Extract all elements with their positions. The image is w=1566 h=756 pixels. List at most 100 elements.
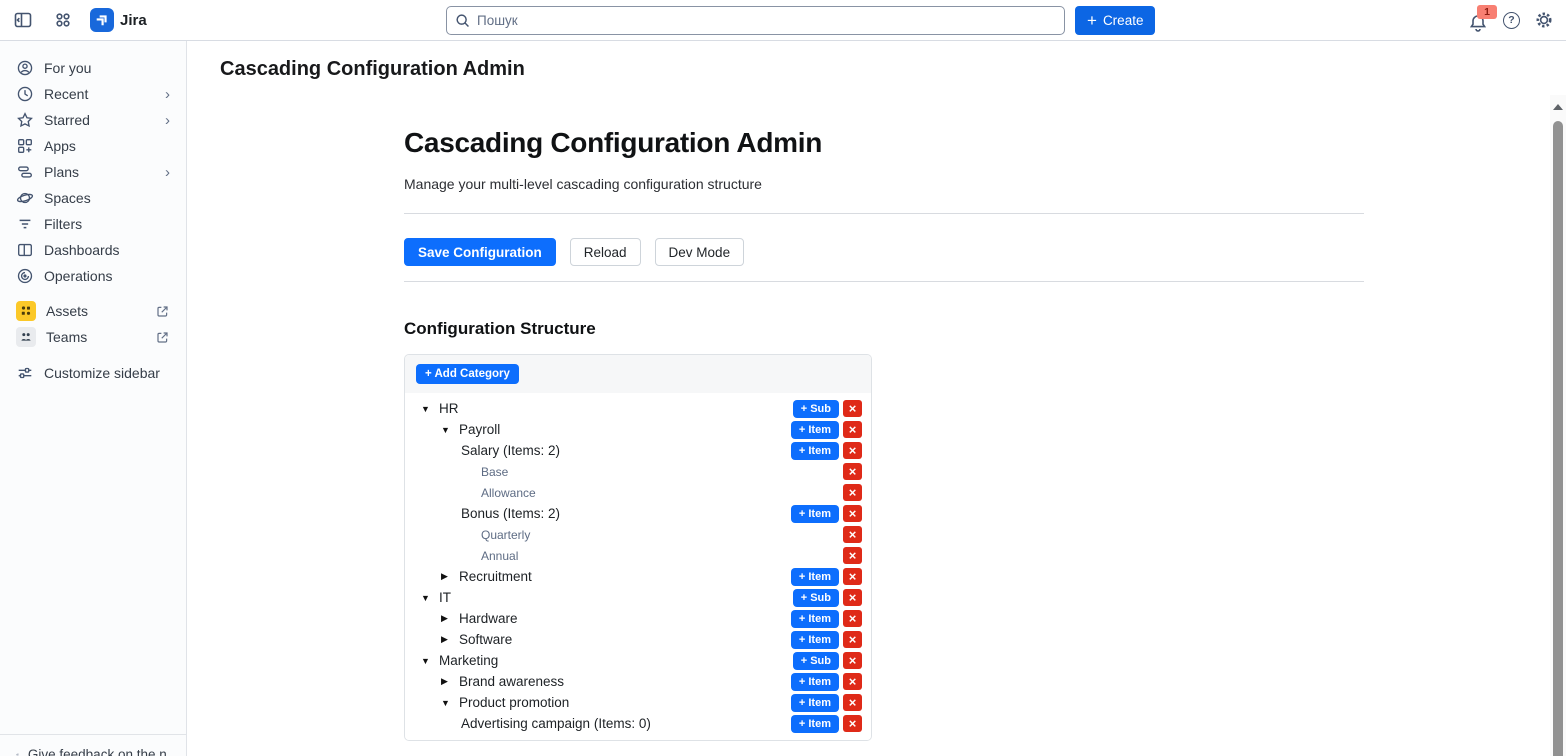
give-feedback-button[interactable]: Give feedback on the n...: [0, 734, 186, 756]
tree-node-label: Recruitment: [459, 569, 532, 584]
main-content: Cascading Configuration Admin Cascading …: [187, 41, 1566, 756]
chevron-right-icon: ›: [165, 85, 170, 103]
delete-button[interactable]: ×: [843, 421, 862, 438]
close-icon: ×: [848, 695, 857, 710]
tree-node-label: IT: [439, 590, 451, 605]
tree-panel-header: + Add Category: [405, 355, 871, 393]
megaphone-icon: [16, 753, 19, 756]
sidebar-item-starred[interactable]: Starred ›: [8, 107, 178, 133]
chevron-right-icon: ›: [165, 111, 170, 129]
expand-arrow-icon[interactable]: ▶: [441, 676, 448, 686]
collapse-arrow-icon[interactable]: ▼: [421, 592, 430, 603]
scrollbar-thumb[interactable]: [1553, 121, 1563, 756]
top-navigation-bar: Jira + Create 1 ?: [0, 0, 1566, 41]
vertical-scrollbar[interactable]: [1550, 95, 1566, 756]
add-item-button[interactable]: + Item: [790, 567, 839, 586]
save-configuration-button[interactable]: Save Configuration: [404, 238, 556, 266]
delete-button[interactable]: ×: [843, 715, 862, 732]
delete-button[interactable]: ×: [843, 610, 862, 627]
row-actions: + Item ×: [790, 567, 862, 586]
notification-count-badge: 1: [1477, 5, 1497, 19]
collapse-arrow-icon[interactable]: ▼: [421, 403, 430, 414]
app-switcher-icon: [56, 13, 70, 27]
notifications-button[interactable]: 1: [1468, 5, 1497, 32]
collapse-arrow-icon[interactable]: ▼: [441, 697, 450, 708]
sidebar-item-assets[interactable]: Assets: [8, 298, 178, 324]
row-actions: + Item ×: [790, 441, 862, 460]
row-actions: + Sub ×: [792, 588, 862, 607]
help-button[interactable]: ?: [1503, 11, 1520, 29]
search-input[interactable]: [446, 6, 1065, 35]
configuration-tree-panel: + Add Category ▼ HR + Sub × ▼ Payroll + Item × S…: [404, 354, 872, 741]
assets-tile-icon: [16, 301, 36, 321]
delete-button[interactable]: ×: [843, 568, 862, 585]
external-link-icon: [157, 331, 168, 343]
expand-arrow-icon[interactable]: ▶: [441, 634, 448, 644]
sidebar-item-apps[interactable]: Apps: [8, 133, 178, 159]
delete-button[interactable]: ×: [843, 526, 862, 543]
sidebar-item-operations[interactable]: Operations: [8, 263, 178, 289]
delete-button[interactable]: ×: [843, 652, 862, 669]
clock-icon: [17, 86, 33, 102]
delete-button[interactable]: ×: [843, 547, 862, 564]
collapse-arrow-icon[interactable]: ▼: [421, 655, 430, 666]
delete-button[interactable]: ×: [843, 589, 862, 606]
delete-button[interactable]: ×: [843, 631, 862, 648]
tree-node-label: HR: [439, 401, 459, 416]
row-actions: + Sub ×: [792, 399, 862, 418]
add-sub-button[interactable]: + Sub: [792, 588, 839, 607]
settings-button[interactable]: [1533, 7, 1555, 33]
planet-icon: [16, 192, 34, 204]
tree-node-label: Annual: [481, 548, 519, 563]
sidebar-item-spaces[interactable]: Spaces: [8, 185, 178, 211]
add-sub-button[interactable]: + Sub: [792, 399, 839, 418]
create-button[interactable]: + Create: [1075, 6, 1156, 35]
row-actions: + Item ×: [790, 504, 862, 523]
app-switcher-button[interactable]: [50, 7, 76, 33]
add-category-button[interactable]: + Add Category: [416, 364, 519, 384]
left-sidebar: For you Recent › Starred › Apps Plans › …: [0, 41, 187, 756]
row-actions: ×: [843, 484, 862, 501]
dev-mode-button[interactable]: Dev Mode: [654, 238, 745, 266]
delete-button[interactable]: ×: [843, 484, 862, 501]
add-item-button[interactable]: + Item: [790, 441, 839, 460]
filter-icon: [19, 219, 31, 229]
add-item-button[interactable]: + Item: [790, 714, 839, 733]
delete-button[interactable]: ×: [843, 694, 862, 711]
customize-sidebar-button[interactable]: Customize sidebar: [8, 360, 178, 386]
tree-row: Allowance ×: [405, 482, 862, 503]
add-item-button[interactable]: + Item: [790, 420, 839, 439]
tree-node-label: Hardware: [459, 611, 518, 626]
delete-button[interactable]: ×: [843, 400, 862, 417]
sidebar-item-dashboards[interactable]: Dashboards: [8, 237, 178, 263]
row-actions: ×: [843, 463, 862, 480]
add-item-button[interactable]: + Item: [790, 672, 839, 691]
expand-arrow-icon[interactable]: ▶: [441, 571, 448, 581]
delete-button[interactable]: ×: [843, 673, 862, 690]
collapse-arrow-icon[interactable]: ▼: [441, 424, 450, 435]
delete-button[interactable]: ×: [843, 463, 862, 480]
reload-button[interactable]: Reload: [569, 238, 641, 266]
scroll-up-arrow-icon[interactable]: [1553, 104, 1563, 110]
add-sub-button[interactable]: + Sub: [792, 651, 839, 670]
add-item-button[interactable]: + Item: [790, 693, 839, 712]
add-item-button[interactable]: + Item: [790, 630, 839, 649]
sidebar-item-teams[interactable]: Teams: [8, 324, 178, 350]
add-item-button[interactable]: + Item: [790, 504, 839, 523]
sidebar-item-recent[interactable]: Recent ›: [8, 81, 178, 107]
sidebar-item-for-you[interactable]: For you: [8, 55, 178, 81]
close-icon: ×: [848, 590, 857, 605]
delete-button[interactable]: ×: [843, 505, 862, 522]
chevron-right-icon: ›: [165, 163, 170, 181]
expand-arrow-icon[interactable]: ▶: [441, 613, 448, 623]
sidebar-item-plans[interactable]: Plans ›: [8, 159, 178, 185]
plans-icon: [18, 166, 32, 178]
sidebar-item-filters[interactable]: Filters: [8, 211, 178, 237]
star-icon: [17, 112, 33, 128]
collapse-sidebar-button[interactable]: [10, 7, 36, 33]
close-icon: ×: [848, 422, 857, 437]
jira-home-link[interactable]: Jira: [90, 8, 147, 32]
add-item-button[interactable]: + Item: [790, 609, 839, 628]
tree-row: Quarterly ×: [405, 524, 862, 545]
delete-button[interactable]: ×: [843, 442, 862, 459]
